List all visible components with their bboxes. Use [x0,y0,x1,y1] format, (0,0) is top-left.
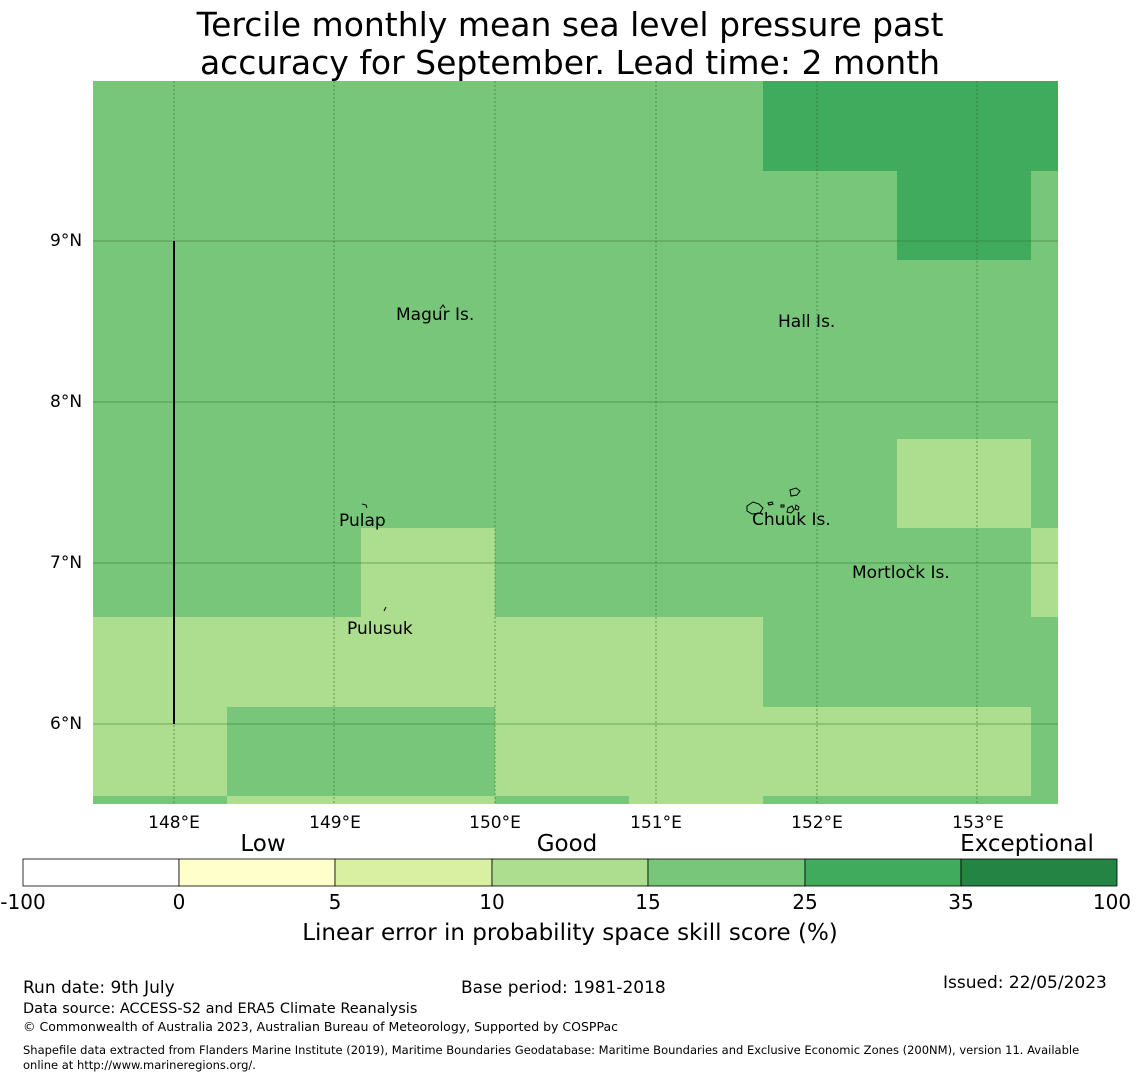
island-chuuk-reef [746,501,764,515]
cell-good-light [629,796,763,804]
issued-date: Issued: 22/05/2023 [943,973,1107,993]
y-tick-label: 7°N [50,553,83,573]
x-tick-label: 151°E [630,813,682,833]
colorbar-title: Linear error in probability space skill … [302,920,838,946]
colorbar-tick: 0 [172,890,186,914]
island-outlines [361,304,913,612]
place-label-hall: Hall Is. [778,312,836,332]
place-label-pulap: Pulap [339,511,386,531]
place-label-magur: Magur Is. [396,305,475,325]
island-chuuk-islet [780,504,785,508]
island-mortlock [908,564,913,569]
cell-good-light [763,707,1031,796]
island-pulusuk [383,606,387,612]
colorbar-segment-15-25 [647,858,806,887]
island-chuuk-islet [767,501,774,506]
data-source: Data source: ACCESS-S2 and ERA5 Climate … [23,1001,418,1017]
latitude-gridlines [93,240,1058,725]
colorbar-segment-35-100 [960,858,1118,887]
title-line-1: Tercile monthly mean sea level pressure … [196,5,944,44]
x-tick-label: 150°E [469,813,521,833]
shapefile-credit-line-1: Shapefile data extracted from Flanders M… [23,1043,1080,1057]
run-date: Run date: 9th July [23,978,175,998]
colorbar-category-exceptional: Exceptional [960,831,1094,857]
cell-good-light [361,528,495,617]
y-tick-label: 8°N [50,392,83,412]
cell-good-light [93,707,227,796]
base-period: Base period: 1981-2018 [461,978,666,998]
x-tick-label: 149°E [309,813,361,833]
cell-exceptional [897,171,1031,260]
place-label-mortlock: Mortlock Is. [852,563,950,583]
colorbar-segment-0-5 [178,858,336,887]
x-tick-label: 153°E [952,813,1004,833]
place-label-pulusuk: Pulusuk [347,619,413,639]
colorbar-tick: 15 [635,890,661,914]
colorbar-tick: 5 [328,890,342,914]
colorbar-tick: 25 [792,890,818,914]
title-line-2: accuracy for September. Lead time: 2 mon… [199,43,941,82]
colorbar-segment-10-15 [491,858,649,887]
colorbar-tick: -100 [0,890,46,914]
copyright: © Commonwealth of Australia 2023, Austra… [23,1019,618,1034]
colorbar-tick: 10 [479,890,505,914]
place-label-chuuk: Chuuk Is. [752,510,831,530]
colorbar-category-low: Low [240,831,286,857]
cell-good-light [1031,528,1058,617]
colorbar [22,858,1118,887]
y-tick-label: 6°N [50,714,83,734]
island-magur [439,304,446,310]
cell-good-light [227,796,495,804]
colorbar-category-good: Good [536,831,598,857]
cell-good-light [897,439,1031,528]
colorbar-segment-neg100-0 [22,858,180,887]
colorbar-segment-25-35 [804,858,962,887]
shapefile-credit-line-2: online at http://www.marineregions.org/. [23,1058,256,1072]
y-tick-label: 9°N [50,231,83,251]
island-chuuk-islet [794,504,800,511]
cell-exceptional [763,81,1058,171]
chart-title: Tercile monthly mean sea level pressure … [0,6,1140,82]
island-chuuk-islet [786,505,795,514]
cell-good-light [495,707,763,796]
cell-good-light [93,617,763,707]
colorbar-tick: 35 [948,890,974,914]
colorbar-segment-5-10 [334,858,493,887]
island-chuuk-east [789,487,801,497]
island-pulap [361,503,368,509]
colorbar-tick: 100 [1092,890,1132,914]
x-tick-label: 148°E [148,813,200,833]
longitude-gridlines [173,81,978,804]
x-tick-label: 152°E [791,813,843,833]
